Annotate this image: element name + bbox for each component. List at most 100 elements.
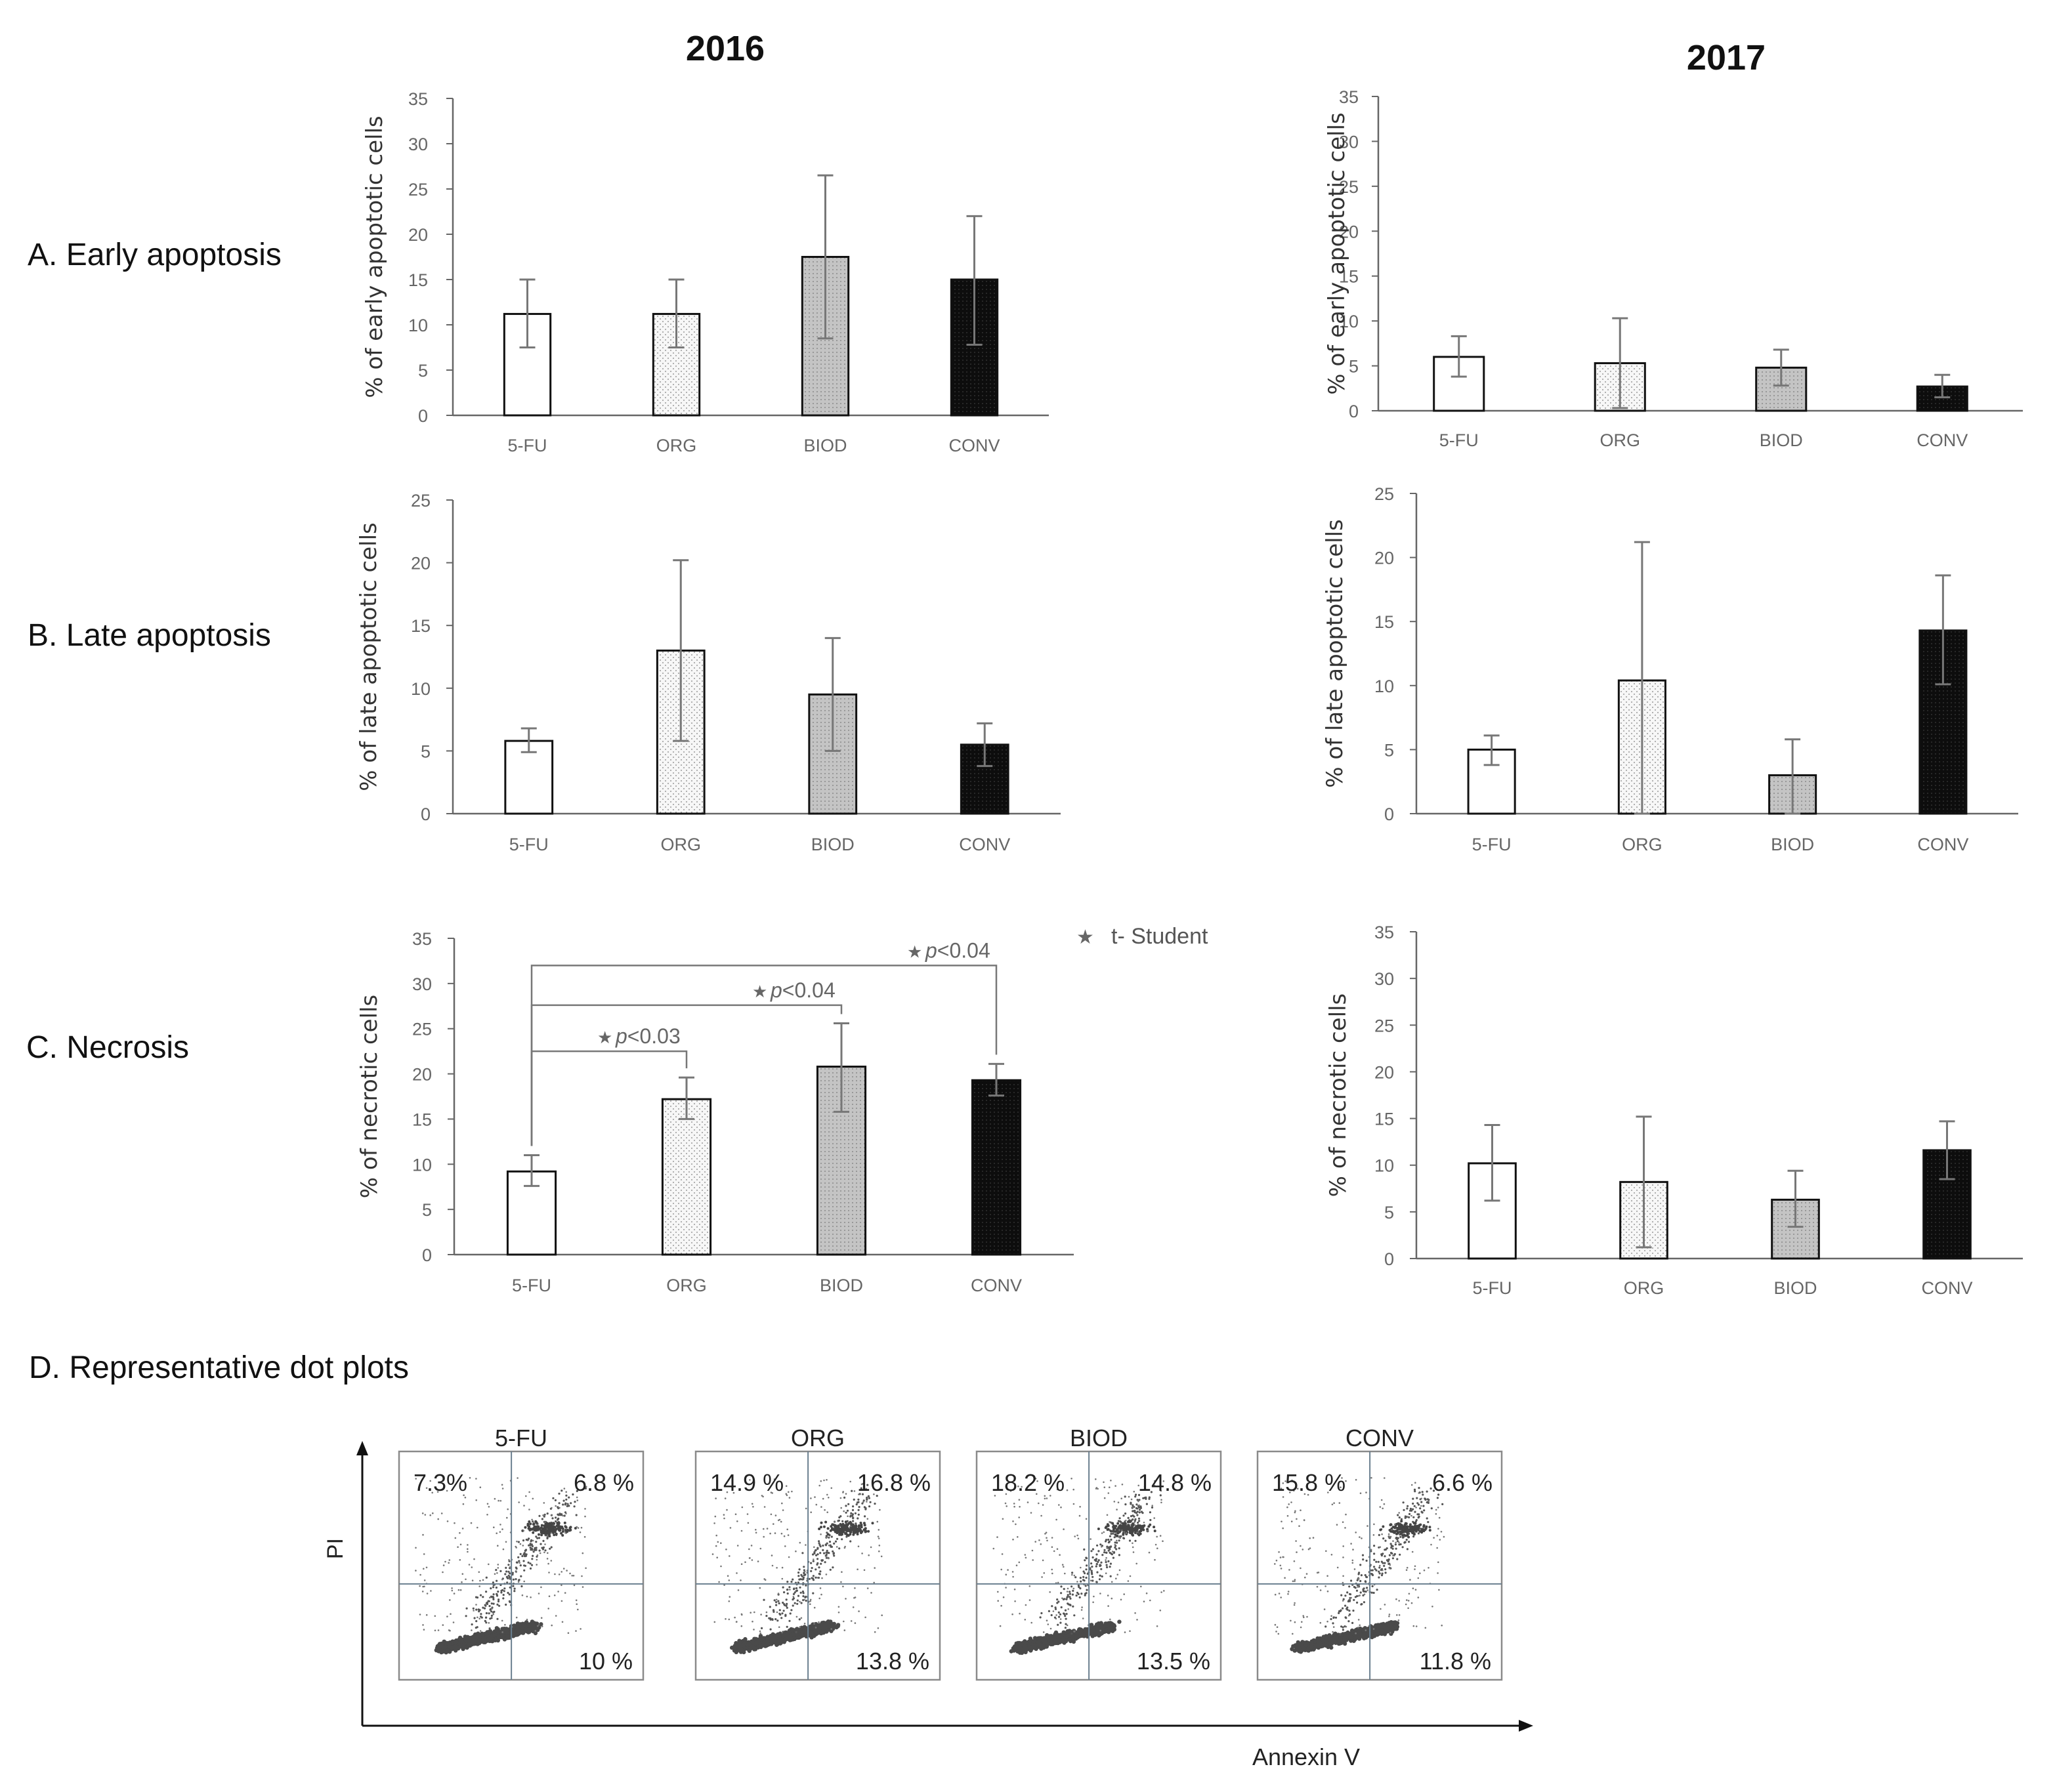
category-label-conv: CONV [1917,835,1968,854]
y-tick-label: 25 [1339,177,1359,197]
chart-early-apoptosis-2017: 0 5 10 15 20 25 30 35 % of early apoptotic cells… [1324,87,2023,450]
error-bar-org [679,1076,694,1120]
error-bar-5-fu [519,278,536,348]
error-bar-org [1636,1115,1652,1249]
quadrant-upper-left-percent: 18.2 % [991,1469,1065,1496]
error-bar-org [668,278,685,348]
row-label-necrosis: C. Necrosis [26,1030,189,1065]
y-tick-label: 35 [408,89,428,109]
error-bar-5-fu [524,1154,540,1187]
dot-plot-5-fu: 5-FU 7.3% 6.8 % 10 % [398,1425,645,1681]
y-tick-label: 10 [1374,677,1394,696]
y-tick-label: 35 [1374,923,1394,942]
y-axis-label: % of late apoptotic cells [356,522,382,791]
y-axis-label: % of necrotic cells [356,995,383,1198]
significance-star-icon: ★ [752,982,767,1001]
significance-bracket: ★ p<0.03 [530,1024,688,1146]
significance-label: p<0.03 [615,1024,681,1048]
y-tick-label: 0 [1384,1249,1394,1269]
y-tick-label: 5 [1349,357,1359,377]
error-bar-conv [966,215,983,346]
quadrant-upper-left-percent: 15.8 % [1272,1469,1345,1496]
dot-plot-org: ORG 14.9 % 16.8 % 13.8 % [694,1425,941,1681]
dot-cloud [711,1478,883,1655]
quadrant-upper-right-percent: 16.8 % [857,1469,931,1496]
y-tick-label: 25 [412,1020,432,1039]
significance-label: p<0.04 [770,978,836,1002]
category-label-biod: BIOD [1771,835,1814,854]
y-tick-label: 0 [1349,402,1359,421]
y-tick-label: 25 [1374,484,1394,504]
category-label-5-fu: 5-FU [1439,430,1479,450]
error-bar-5-fu [1451,335,1467,378]
chart-late-apoptosis-2017: 0 5 10 15 20 25 % of late apoptotic cells 5-FU O… [1322,484,2018,854]
y-tick-label: 15 [411,616,431,636]
y-tick-label: 10 [1339,312,1359,331]
significance-star-icon: ★ [907,942,922,961]
y-tick-label: 5 [1384,740,1394,760]
category-label-biod: BIOD [820,1276,863,1295]
quadrant-lower-right-percent: 11.8 % [1420,1648,1491,1675]
y-tick-label: 25 [1374,1016,1394,1035]
y-tick-label: 5 [1384,1203,1394,1222]
y-axis-label: % of late apoptotic cells [1322,519,1348,787]
quadrant-lower-right-percent: 13.8 % [856,1648,929,1675]
y-tick-label: 15 [408,270,428,290]
dot-plot-title: 5-FU [495,1425,547,1451]
category-label-biod: BIOD [1773,1278,1817,1298]
category-label-org: ORG [1622,835,1663,854]
row-label-late-apoptosis: B. Late apoptosis [28,618,271,653]
category-label-biod: BIOD [811,835,855,854]
y-axis-label: % of early apoptotic cells [362,115,388,398]
error-bar-biod [824,636,841,752]
dot-cloud [415,1476,587,1655]
category-label-conv: CONV [1917,430,1968,450]
error-bar-biod [1773,348,1789,387]
y-tick-label: 15 [1374,1110,1394,1129]
dot-cloud [1274,1476,1445,1654]
category-label-biod: BIOD [803,436,847,455]
y-tick-label: 20 [1374,1062,1394,1082]
error-bar-conv [977,722,993,767]
y-tick-label: 0 [1384,804,1394,824]
error-bar-biod [1787,1169,1804,1228]
error-bar-5-fu [520,727,537,753]
y-tick-label: 30 [1374,969,1394,989]
category-label-biod: BIOD [1760,430,1803,450]
category-label-org: ORG [666,1276,707,1295]
row-label-dot-plots: D. Representative dot plots [29,1350,409,1385]
y-tick-label: 0 [421,804,431,824]
bar-biod [1755,366,1808,412]
y-axis-label: % of early apoptotic cells [1324,112,1350,394]
error-bar-biod [1785,738,1801,815]
pi-axis-label: PI [323,1538,348,1559]
quadrant-lower-right-percent: 10 % [579,1648,633,1675]
y-tick-label: 25 [408,180,428,199]
error-bar-conv [1939,1120,1955,1180]
significance-bracket: ★ p<0.04 [530,938,998,1146]
dot-plots: PI Annexin V 5-FU 7.3% 6.8 % 10 % ORG 14.9 % 1… [323,1425,1533,1770]
y-tick-label: 15 [412,1110,432,1129]
error-bar-org [673,559,689,742]
y-tick-label: 5 [421,741,431,761]
pi-axis-arrowhead [356,1441,368,1455]
dot-plot-title: ORG [791,1425,845,1451]
category-label-org: ORG [656,436,697,455]
y-tick-label: 20 [408,225,428,245]
y-tick-label: 10 [412,1155,432,1175]
chart-early-apoptosis-2016: 0 5 10 15 20 25 30 35 % of early apoptotic cells… [362,89,1049,455]
y-tick-label: 15 [1339,267,1359,287]
y-tick-label: 35 [1339,87,1359,107]
error-bar-conv [1935,574,1951,686]
error-bar-biod [834,1022,849,1113]
quadrant-lower-right-percent: 13.5 % [1137,1648,1210,1675]
category-label-5-fu: 5-FU [1472,835,1512,854]
error-bar-5-fu [1483,734,1500,766]
y-tick-label: 35 [412,929,432,949]
significance-label: p<0.04 [925,938,990,962]
row-label-early-apoptosis: A. Early apoptosis [28,238,282,272]
bar-conv [971,1079,1022,1256]
error-bar-org [1634,541,1650,815]
annexin-axis-label: Annexin V [1252,1743,1360,1770]
